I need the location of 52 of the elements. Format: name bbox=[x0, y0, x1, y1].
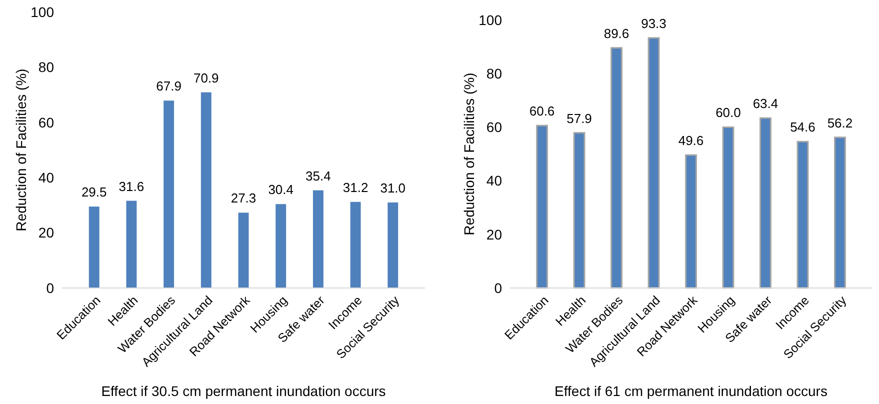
y-tick-label: 60 bbox=[38, 114, 54, 130]
data-label: 56.2 bbox=[827, 115, 853, 130]
bar bbox=[200, 92, 212, 288]
bar bbox=[126, 200, 137, 288]
data-label: 27.3 bbox=[230, 190, 256, 206]
data-label: 31.2 bbox=[342, 180, 368, 195]
data-label: 70.9 bbox=[194, 70, 219, 86]
y-axis-title: Reduction of Facilities (%) bbox=[13, 68, 29, 232]
data-label: 35.4 bbox=[306, 168, 331, 184]
bar bbox=[722, 126, 734, 289]
bar bbox=[834, 136, 846, 289]
bar bbox=[536, 124, 548, 289]
bar bbox=[88, 206, 100, 288]
bar bbox=[796, 140, 809, 289]
y-tick-label: 0 bbox=[46, 280, 54, 296]
y-tick-label: 40 bbox=[486, 172, 502, 189]
data-label: 49.6 bbox=[678, 133, 704, 148]
data-label: 54.6 bbox=[790, 120, 816, 135]
bar bbox=[685, 154, 697, 289]
y-tick-label: 0 bbox=[494, 280, 502, 296]
bar bbox=[573, 132, 586, 289]
data-label: 63.4 bbox=[752, 96, 778, 112]
x-axis-title: Effect if 61 cm permanent inundation occurs bbox=[554, 383, 828, 399]
y-tick-label: 80 bbox=[38, 59, 54, 76]
y-tick-label: 100 bbox=[30, 4, 54, 20]
data-label: 30.4 bbox=[268, 182, 294, 198]
y-tick-label: 100 bbox=[478, 12, 502, 28]
bar bbox=[610, 47, 622, 289]
y-tick-label: 20 bbox=[38, 224, 54, 241]
bar bbox=[648, 37, 660, 289]
data-label: 60.0 bbox=[716, 105, 741, 120]
bar bbox=[164, 100, 174, 288]
data-label: 31.0 bbox=[380, 180, 406, 196]
data-label: 57.9 bbox=[566, 110, 592, 126]
y-axis-title: Reduction of Facilities (%) bbox=[461, 72, 477, 236]
y-tick-label: 60 bbox=[486, 119, 502, 136]
bar bbox=[760, 117, 772, 289]
y-tick-label: 20 bbox=[486, 226, 502, 242]
x-axis-title: Effect if 30.5 cm permanent inundation occurs bbox=[101, 383, 386, 399]
bar bbox=[350, 202, 361, 288]
data-label: 93.3 bbox=[641, 16, 666, 31]
bar bbox=[276, 204, 286, 288]
data-label: 67.9 bbox=[156, 78, 182, 94]
y-tick-label: 80 bbox=[486, 66, 502, 82]
data-label: 29.5 bbox=[81, 184, 107, 200]
data-label: 89.6 bbox=[604, 26, 630, 41]
bar bbox=[238, 212, 249, 288]
data-label: 31.6 bbox=[118, 178, 144, 194]
data-label: 60.6 bbox=[529, 104, 555, 119]
bar bbox=[388, 202, 398, 288]
y-tick-label: 40 bbox=[38, 170, 54, 186]
bar bbox=[312, 190, 324, 288]
